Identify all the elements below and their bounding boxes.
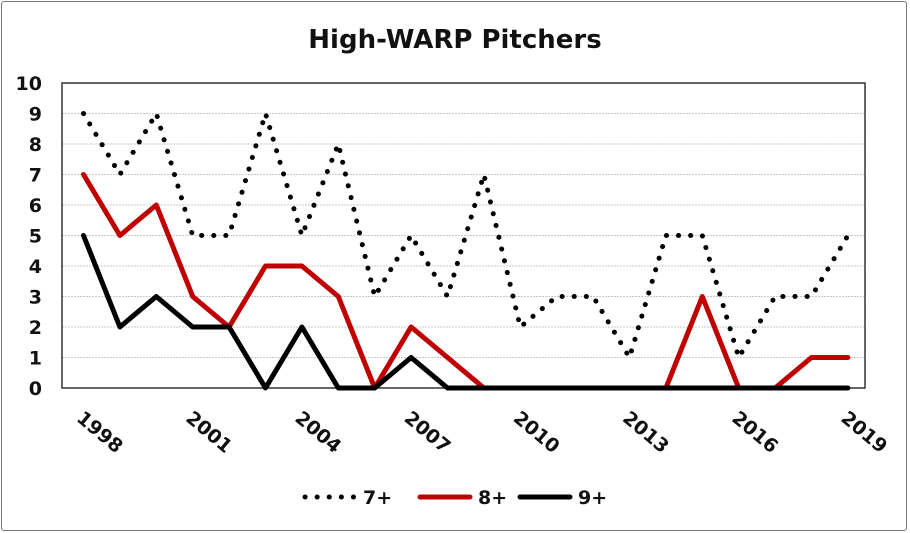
series-line-9plus	[81, 233, 851, 391]
x-tick-label: 2019	[837, 407, 892, 458]
series-line-8plus	[81, 172, 851, 391]
legend-label: 7+	[363, 487, 392, 509]
y-tick-label: 4	[29, 256, 42, 278]
legend-label: 9+	[578, 487, 607, 509]
x-tick-label: 2013	[618, 407, 673, 458]
x-tick-label: 2010	[509, 407, 564, 458]
y-tick-label: 10	[16, 73, 42, 95]
x-tick-label: 1998	[72, 407, 127, 458]
y-tick-label: 3	[29, 287, 42, 309]
x-tick-label: 2016	[727, 407, 782, 458]
y-tick-label: 6	[29, 195, 42, 217]
y-tick-label: 2	[29, 317, 42, 339]
y-tick-label: 9	[29, 104, 42, 126]
chart-title: High-WARP Pitchers	[308, 25, 601, 55]
y-tick-label: 0	[29, 378, 42, 400]
y-tick-label: 8	[29, 134, 42, 156]
x-tick-label: 2004	[291, 407, 346, 458]
y-tick-label: 7	[29, 165, 42, 187]
y-tick-label: 5	[29, 226, 42, 248]
legend-label: 8+	[478, 487, 507, 509]
x-tick-label: 2001	[181, 407, 236, 458]
x-tick-label: 2007	[400, 407, 455, 458]
y-tick-label: 1	[29, 348, 42, 370]
